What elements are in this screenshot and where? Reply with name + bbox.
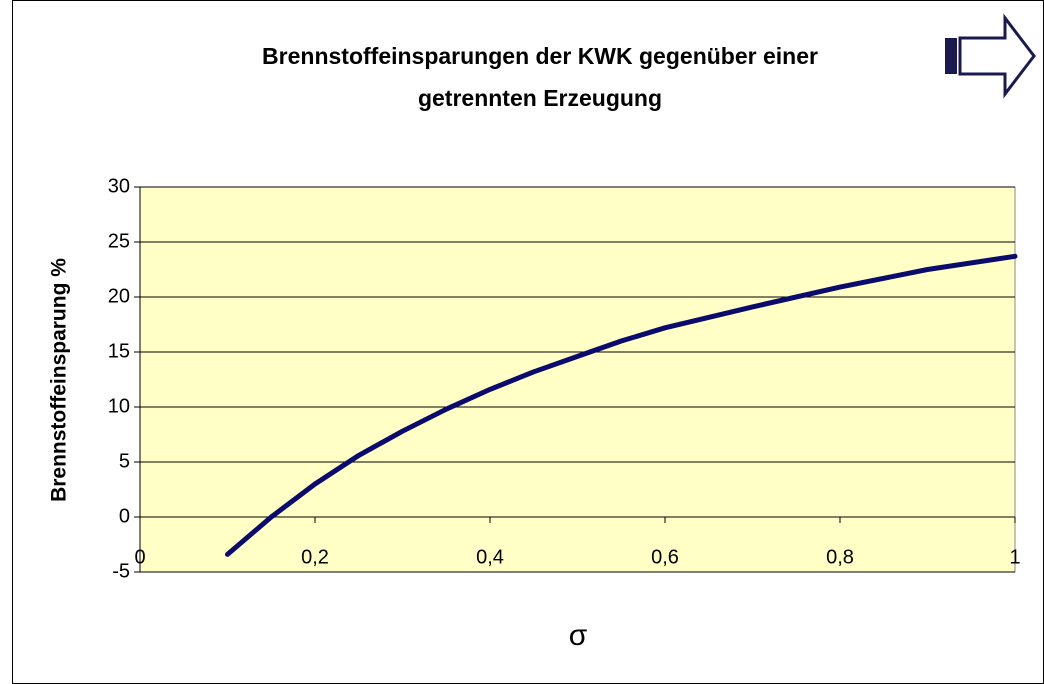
y-tick-label: 5 [119, 450, 130, 472]
arrow-icon [945, 13, 1036, 99]
x-tick-label: 0,2 [301, 546, 329, 568]
x-tick-label: 0 [134, 546, 145, 568]
chart-title: getrennten Erzeugung [418, 85, 662, 111]
y-tick-label: 15 [108, 340, 130, 362]
x-tick-label: 1 [1009, 546, 1020, 568]
y-tick-label: 10 [108, 395, 130, 417]
y-axis-label: Brennstoffeinsparung % [48, 258, 71, 502]
x-tick-label: 0,4 [476, 546, 504, 568]
y-tick-label: 0 [119, 505, 130, 527]
chart-title: Brennstoffeinsparungen der KWK gegenüber… [262, 43, 818, 69]
x-axis-label: σ [569, 619, 588, 652]
y-tick-label: 25 [108, 230, 130, 252]
y-tick-label: 30 [108, 175, 130, 197]
y-tick-label: 20 [108, 285, 130, 307]
line-series [225, 253, 1018, 557]
x-tick-label: 0,6 [651, 546, 679, 568]
y-tick-label: -5 [112, 560, 130, 582]
x-tick-label: 0,8 [826, 546, 854, 568]
